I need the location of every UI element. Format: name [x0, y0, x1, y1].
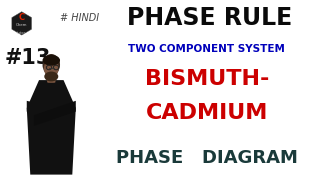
Text: #13: #13: [5, 48, 51, 68]
Polygon shape: [27, 101, 69, 122]
Text: CADMIUM: CADMIUM: [146, 103, 268, 123]
Text: tutor: tutor: [17, 31, 26, 35]
Text: PHASE   DIAGRAM: PHASE DIAGRAM: [116, 149, 298, 167]
Text: Chem: Chem: [16, 23, 28, 27]
FancyBboxPatch shape: [47, 74, 55, 83]
Text: C: C: [19, 13, 25, 22]
Ellipse shape: [43, 54, 60, 76]
Text: BISMUTH-: BISMUTH-: [145, 69, 269, 89]
Polygon shape: [34, 101, 76, 126]
Text: # HINDI: # HINDI: [60, 13, 99, 23]
Ellipse shape: [44, 59, 59, 77]
Text: TWO COMPONENT SYSTEM: TWO COMPONENT SYSTEM: [128, 44, 285, 54]
Polygon shape: [12, 12, 32, 35]
Ellipse shape: [44, 72, 58, 82]
Polygon shape: [27, 80, 76, 175]
Ellipse shape: [43, 55, 60, 66]
Text: PHASE RULE: PHASE RULE: [127, 6, 293, 30]
